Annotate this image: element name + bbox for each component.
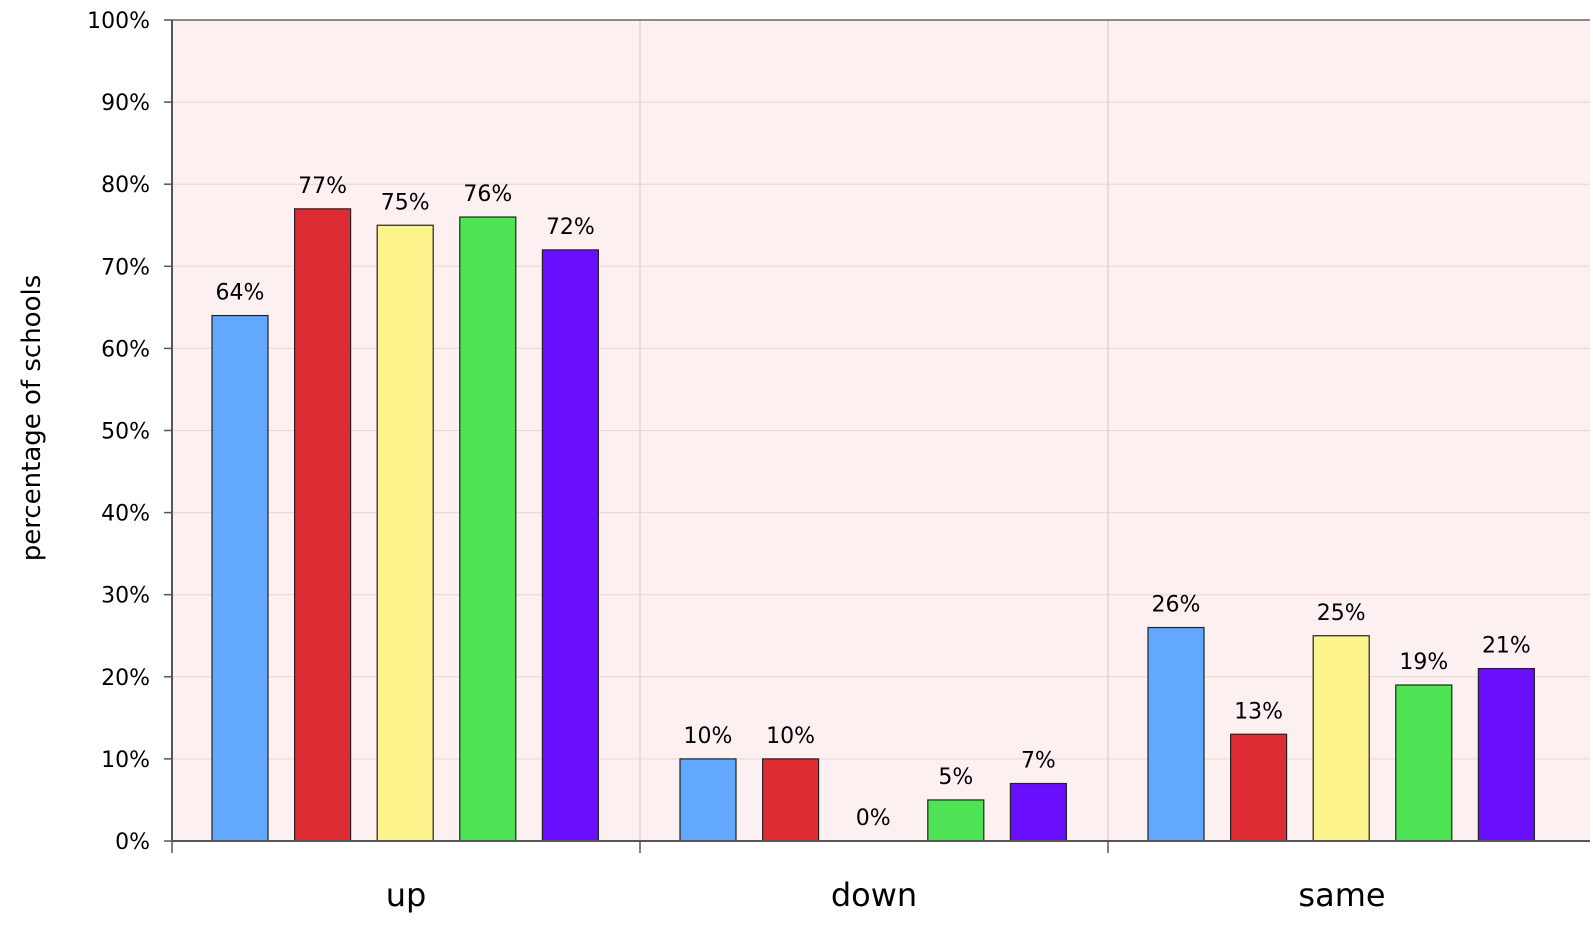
- bar-up-5: [541, 249, 600, 842]
- category-dividers: [639, 20, 1109, 841]
- data-label-up-1: 64%: [216, 281, 265, 306]
- bar-down-4: [927, 799, 985, 842]
- y-tick-label: 100%: [87, 9, 150, 34]
- data-label-same-5: 21%: [1482, 634, 1531, 659]
- data-label-down-5: 7%: [1021, 749, 1056, 774]
- y-tick-label: 40%: [101, 502, 150, 527]
- data-label-up-3: 75%: [381, 190, 430, 215]
- data-label-same-2: 13%: [1234, 699, 1283, 724]
- y-tick-label: 60%: [101, 337, 150, 362]
- data-label-down-2: 10%: [766, 724, 815, 749]
- bar-up-3: [376, 224, 434, 842]
- y-tick-label: 80%: [101, 173, 150, 198]
- bar-down-1: [679, 758, 737, 842]
- x-label-up: up: [386, 876, 427, 914]
- x-axis-labels: up down same: [386, 876, 1386, 914]
- bar-up-4: [459, 216, 517, 842]
- y-tick-label: 0%: [115, 830, 150, 855]
- bar-same-5: [1477, 667, 1536, 842]
- data-label-same-4: 19%: [1399, 650, 1448, 675]
- bar-up-2: [294, 208, 352, 842]
- y-tick-label: 30%: [101, 584, 150, 609]
- data-labels: 64% 77% 75% 76% 72% 10% 10% 0% 5% 7% 26% 13% 25% 19% 2…: [216, 174, 1531, 831]
- y-tick-label: 20%: [101, 666, 150, 691]
- data-label-down-1: 10%: [684, 724, 733, 749]
- data-label-up-2: 77%: [298, 174, 347, 199]
- y-tick-label: 10%: [101, 748, 150, 773]
- bar-same-2: [1229, 733, 1288, 842]
- data-label-same-1: 26%: [1152, 593, 1201, 618]
- bar-same-1: [1147, 626, 1205, 842]
- y-tick-label: 50%: [101, 420, 150, 445]
- y-axis-ticks: 0% 10% 20% 30% 40% 50% 60% 70% 80% 90% 100%: [87, 9, 172, 855]
- x-label-same: same: [1298, 876, 1385, 914]
- bar-same-4: [1395, 684, 1453, 842]
- bars: [211, 208, 1536, 842]
- data-label-down-4: 5%: [938, 765, 973, 790]
- x-label-down: down: [831, 876, 917, 914]
- data-label-up-4: 76%: [463, 182, 512, 207]
- y-tick-label: 70%: [101, 255, 150, 280]
- bar-up-1: [211, 314, 269, 842]
- bar-down-5: [1009, 782, 1068, 842]
- y-tick-label: 90%: [101, 91, 150, 116]
- data-label-up-5: 72%: [546, 215, 595, 240]
- data-label-same-3: 25%: [1317, 601, 1366, 626]
- data-label-down-3: 0%: [856, 806, 891, 831]
- bar-down-2: [761, 758, 820, 842]
- y-axis-title: percentage of schools: [17, 275, 47, 562]
- bar-same-3: [1312, 635, 1370, 842]
